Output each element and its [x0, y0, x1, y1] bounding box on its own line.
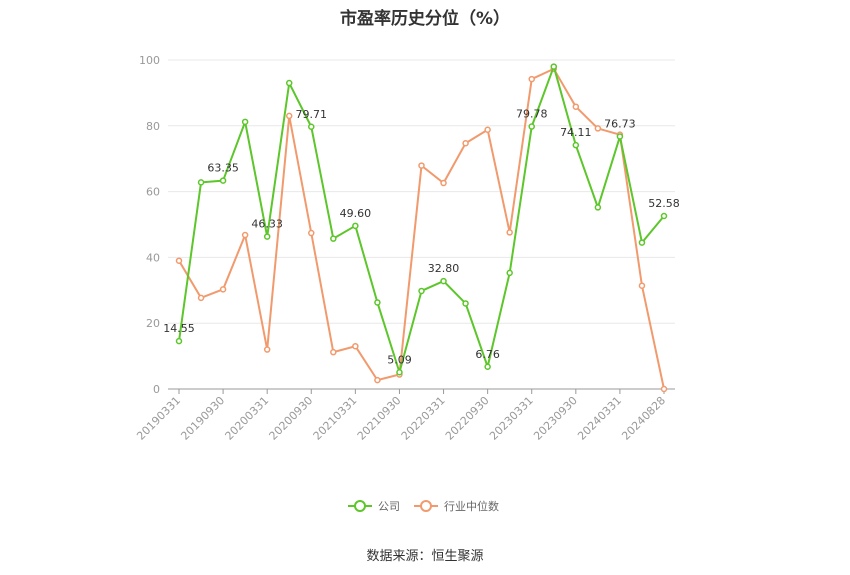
data-label: 79.78: [516, 108, 548, 121]
data-point-company[interactable]: [638, 239, 646, 246]
y-tick-label: 20: [146, 317, 160, 330]
data-point-company[interactable]: [308, 123, 315, 131]
data-point-company[interactable]: [616, 133, 624, 140]
x-tick-label: 20230930: [531, 394, 580, 443]
x-tick-label: 20190930: [178, 394, 227, 443]
data-point-industry[interactable]: [572, 103, 580, 110]
data-point-industry[interactable]: [528, 75, 535, 83]
data-point-company[interactable]: [660, 212, 668, 220]
data-point-company[interactable]: [506, 269, 513, 277]
y-tick-label: 80: [146, 120, 160, 133]
data-point-industry[interactable]: [352, 342, 359, 350]
legend-label-company[interactable]: 公司: [378, 500, 400, 513]
data-label: 32.80: [428, 262, 460, 275]
y-tick-label: 100: [139, 54, 160, 67]
data-label: 63.35: [207, 162, 239, 175]
data-point-company[interactable]: [219, 177, 227, 184]
x-tick-label: 20190331: [134, 394, 183, 443]
y-tick-label: 0: [153, 383, 160, 396]
data-labels: 14.55 63.35 46.33 79.71 49.60 5.09 32.80 6.76 79…: [163, 108, 680, 367]
x-tick-label: 20200930: [267, 394, 316, 443]
x-tick-label: 20240331: [575, 394, 624, 443]
chart-title: 市盈率历史分位（%）: [339, 9, 511, 29]
data-point-industry[interactable]: [285, 112, 293, 120]
data-point-company[interactable]: [352, 222, 359, 230]
data-point-company[interactable]: [374, 299, 381, 306]
legend-marker-company[interactable]: [354, 500, 366, 512]
data-label: 79.71: [296, 108, 328, 121]
data-point-company[interactable]: [396, 369, 403, 376]
data-point-industry[interactable]: [418, 162, 425, 169]
grid-lines: [168, 59, 675, 390]
data-point-company[interactable]: [285, 79, 293, 87]
x-tick-label: 20240828: [619, 394, 668, 443]
data-point-industry[interactable]: [462, 139, 469, 147]
data-point-industry[interactable]: [484, 126, 491, 133]
data-point-industry[interactable]: [440, 179, 447, 187]
data-point-industry[interactable]: [308, 229, 315, 237]
data-point-industry[interactable]: [175, 257, 183, 264]
data-point-company[interactable]: [197, 179, 205, 186]
data-point-company[interactable]: [462, 300, 469, 307]
data-point-industry[interactable]: [219, 286, 227, 293]
data-point-industry[interactable]: [197, 294, 205, 302]
y-tick-label: 60: [146, 186, 160, 199]
data-label: 6.76: [475, 348, 500, 361]
data-label: 49.60: [340, 207, 372, 220]
data-point-industry[interactable]: [506, 229, 513, 236]
series-lines: [175, 63, 668, 393]
x-tick-label: 20230331: [487, 394, 536, 443]
data-point-company[interactable]: [572, 141, 580, 149]
data-label: 14.55: [163, 322, 195, 335]
data-point-company[interactable]: [175, 337, 183, 345]
data-point-industry[interactable]: [638, 282, 646, 289]
data-point-company[interactable]: [484, 363, 491, 371]
data-point-company[interactable]: [330, 235, 337, 242]
data-point-company[interactable]: [440, 277, 447, 285]
legend-marker-industry[interactable]: [420, 500, 432, 512]
x-axis: 2019033120190930202003312020093020210331…: [134, 389, 668, 443]
data-point-company[interactable]: [594, 204, 602, 211]
data-point-company[interactable]: [241, 118, 249, 126]
data-point-industry[interactable]: [660, 385, 668, 393]
legend[interactable]: 公司 行业中位数: [348, 499, 499, 513]
data-point-industry[interactable]: [241, 231, 249, 239]
x-tick-label: 20210331: [311, 394, 360, 443]
data-point-industry[interactable]: [374, 376, 381, 384]
x-tick-label: 20200331: [223, 394, 272, 443]
data-point-company[interactable]: [550, 63, 558, 70]
data-label: 52.58: [648, 197, 680, 210]
data-point-company[interactable]: [528, 123, 535, 130]
data-source: 数据来源：恒生聚源: [366, 549, 484, 564]
y-tick-label: 40: [146, 251, 160, 264]
data-point-company[interactable]: [263, 233, 271, 240]
data-point-company[interactable]: [418, 287, 425, 295]
x-tick-label: 20220930: [443, 394, 492, 443]
data-label: 74.11: [560, 126, 592, 139]
data-point-industry[interactable]: [330, 348, 337, 356]
data-label: 76.73: [604, 118, 636, 131]
data-label: 46.33: [251, 218, 283, 231]
data-point-industry[interactable]: [594, 125, 602, 132]
data-point-industry[interactable]: [263, 346, 271, 353]
x-tick-label: 20210930: [355, 394, 404, 443]
x-tick-label: 20220331: [399, 394, 448, 443]
data-label: 5.09: [387, 353, 412, 366]
y-axis-ticks: 0 20 40 60 80 100: [139, 54, 160, 396]
legend-label-industry[interactable]: 行业中位数: [444, 499, 499, 513]
